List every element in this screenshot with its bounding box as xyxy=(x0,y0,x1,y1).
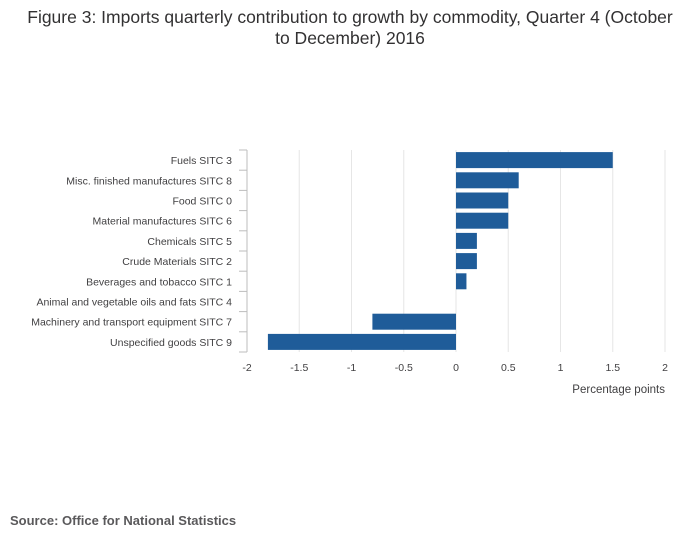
category-label: Crude Materials SITC 2 xyxy=(122,256,232,268)
category-label: Unspecified goods SITC 9 xyxy=(110,337,232,349)
bar xyxy=(372,313,456,330)
bars xyxy=(267,152,613,350)
x-tick-label: 2 xyxy=(662,362,668,374)
bar xyxy=(456,172,519,189)
bar xyxy=(456,192,509,209)
category-label: Beverages and tobacco SITC 1 xyxy=(86,276,232,288)
x-tick-label: -1 xyxy=(347,362,356,374)
category-label: Chemicals SITC 5 xyxy=(147,236,232,248)
x-tick-label: 1.5 xyxy=(605,362,620,374)
category-axis: Fuels SITC 3 Misc. finished manufactures … xyxy=(31,149,248,353)
value-axis: -2 -1.5 -1 -0.5 0 0.5 1 1.5 2 xyxy=(242,362,668,374)
bar xyxy=(456,232,477,249)
bar xyxy=(456,273,467,290)
bar xyxy=(456,253,477,270)
category-label: Animal and vegetable oils and fats SITC … xyxy=(36,297,232,309)
category-label: Fuels SITC 3 xyxy=(171,155,232,167)
x-tick-label: 1 xyxy=(558,362,564,374)
chart-title: Figure 3: Imports quarterly contribution… xyxy=(27,7,673,48)
x-tick-label: -2 xyxy=(242,362,251,374)
bar xyxy=(456,212,509,229)
x-tick-label: -1.5 xyxy=(290,362,308,374)
x-axis-title: Percentage points xyxy=(572,384,665,396)
category-label: Food SITC 0 xyxy=(172,196,232,208)
source-note: Source: Office for National Statistics xyxy=(10,513,237,528)
category-label: Material manufactures SITC 6 xyxy=(93,216,233,228)
category-label: Misc. finished manufactures SITC 8 xyxy=(66,175,232,187)
bar xyxy=(267,333,456,350)
x-tick-label: -0.5 xyxy=(395,362,413,374)
bar xyxy=(456,152,613,169)
x-tick-label: 0 xyxy=(453,362,459,374)
category-label: Machinery and transport equipment SITC 7 xyxy=(31,317,232,329)
x-tick-label: 0.5 xyxy=(501,362,516,374)
